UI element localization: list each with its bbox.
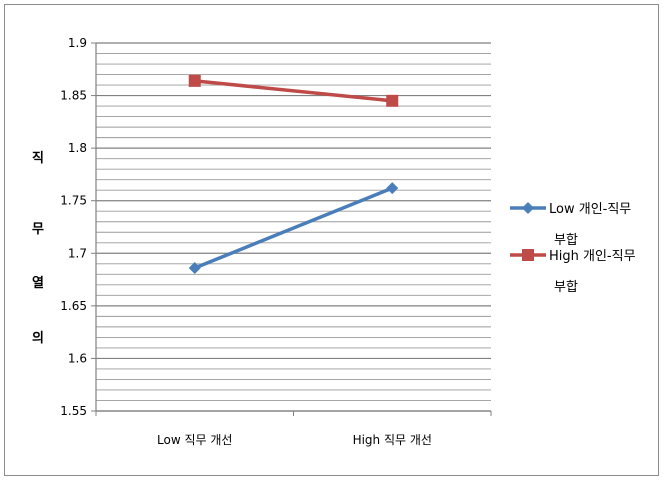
chart-frame: 1.55 1.6 1.65 1.7 1.75 1.8 1.85 1.9 Low 직무 개선 Hi… (4, 4, 659, 476)
series-line (194, 79, 393, 103)
y-axis-label-char: 열 (32, 275, 44, 291)
y-tick-label: 1.9 (68, 36, 87, 50)
y-tick-label: 1.85 (60, 89, 87, 103)
y-tick-label: 1.75 (60, 194, 87, 208)
y-axis-label-char: 의 (32, 330, 44, 346)
series-line (194, 186, 393, 270)
data-point-square (188, 74, 201, 87)
data-point-square (522, 249, 534, 261)
legend-label-line2: 부합 (554, 280, 578, 295)
y-tick-label: 1.65 (60, 299, 87, 313)
legend-label-line2: 부합 (554, 233, 578, 248)
legend-label: Low 개인-직무 (549, 202, 631, 217)
y-tick-labels: 1.55 1.6 1.65 1.7 1.75 1.8 1.85 1.9 (60, 36, 87, 418)
data-point-diamond (386, 182, 399, 195)
data-point-diamond (188, 262, 201, 275)
axes (91, 42, 492, 416)
x-tick-label: High 직무 개선 (353, 433, 432, 447)
y-tick-label: 1.6 (68, 351, 87, 365)
data-point-square (386, 94, 399, 107)
data-point-diamond (522, 202, 534, 214)
y-tick-label: 1.8 (68, 141, 87, 155)
series-high (188, 74, 399, 107)
legend-label: High 개인-직무 (549, 249, 636, 264)
series-low (188, 182, 399, 275)
y-tick-label: 1.7 (68, 246, 87, 260)
gridlines (96, 42, 491, 412)
series-lines (188, 74, 399, 275)
chart: 1.55 1.6 1.65 1.7 1.75 1.8 1.85 1.9 Low 직무 개선 Hi… (32, 36, 636, 447)
y-tick-label: 1.55 (60, 404, 87, 418)
x-tick-label: Low 직무 개선 (157, 433, 232, 447)
y-axis-label-char: 직 (32, 150, 44, 166)
x-tick-labels: Low 직무 개선 High 직무 개선 (157, 433, 432, 447)
y-axis-label-char: 무 (32, 222, 44, 237)
